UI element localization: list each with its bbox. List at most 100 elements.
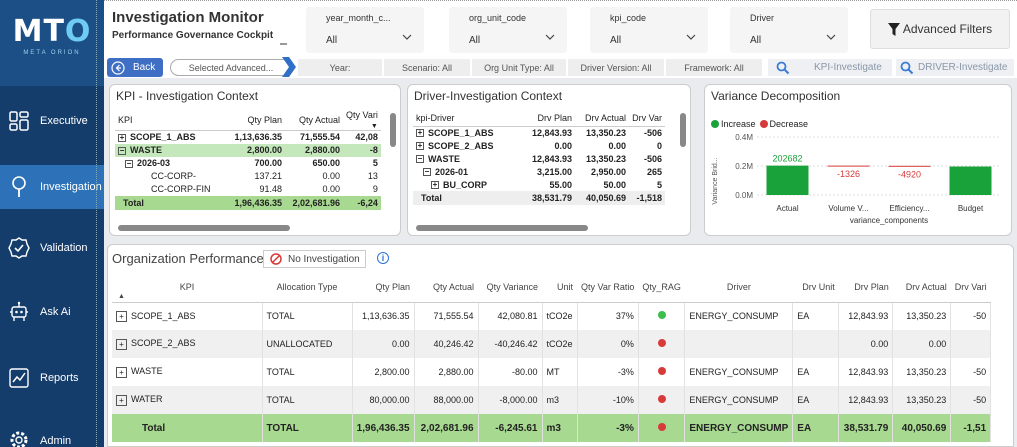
col-drv-var[interactable]: Drv Var bbox=[629, 110, 665, 127]
expand-icon[interactable]: + bbox=[118, 132, 126, 142]
cell-ratio: 0% bbox=[577, 330, 639, 358]
horizontal-scrollbar[interactable] bbox=[118, 225, 290, 231]
col-drv-actual[interactable]: Drv Actual bbox=[892, 272, 951, 303]
crumb-scenario: Scenario: All bbox=[384, 59, 470, 76]
legend-increase-dot bbox=[711, 120, 719, 128]
filter-driver[interactable]: Driver All bbox=[730, 7, 848, 53]
table-row[interactable]: − WASTE 12,843.93 13,350.23 -506 bbox=[413, 152, 665, 165]
table-row[interactable]: + SCOPE_2_ABS UNALLOCATED 0.00 40,246.42 … bbox=[112, 330, 992, 358]
chevron-down-icon bbox=[402, 34, 412, 40]
col-qty-plan[interactable]: Qty Plan bbox=[352, 272, 414, 303]
chevron-right-icon bbox=[282, 57, 296, 77]
table-row[interactable]: − WASTE 2,800.00 2,880.00 -8 bbox=[115, 143, 381, 157]
cell-kpi: WASTE bbox=[131, 366, 163, 377]
col-qty-rag[interactable]: Qty_RAG bbox=[638, 272, 685, 303]
total-row: Total 1,96,436.35 2,02,681.96 -6,24 bbox=[115, 195, 381, 210]
cell-actual: 0.00 bbox=[322, 184, 340, 194]
variance-chart: Variance Brid... variance_components 0.4… bbox=[712, 133, 1001, 225]
table-row[interactable]: + SCOPE_1_ABS 1,13,636.35 71,555.54 42,08 bbox=[115, 131, 381, 144]
table-row[interactable]: CC-CORP- 137.21 0.00 13 bbox=[115, 170, 381, 183]
total-unit: m3 bbox=[542, 414, 578, 442]
expand-icon[interactable]: + bbox=[116, 394, 127, 406]
chart-bar bbox=[888, 165, 931, 167]
cell-actual: 50.00 bbox=[603, 179, 626, 190]
expand-icon[interactable]: + bbox=[116, 338, 127, 350]
col-qty-plan: Qty Plan bbox=[223, 110, 285, 131]
table-row[interactable]: + BU_CORP 55.00 50.00 5 bbox=[413, 178, 665, 191]
no-investigation-toggle[interactable]: No Investigation bbox=[263, 250, 366, 268]
cell-drv-actual: 13,350.23 bbox=[892, 386, 952, 414]
row-label: 2026-01 bbox=[435, 166, 469, 177]
collapse-icon[interactable]: − bbox=[118, 145, 126, 155]
cell-actual: 0.00 bbox=[608, 140, 626, 151]
filter-kpi-code[interactable]: kpi_code All bbox=[590, 7, 708, 53]
collapse-icon[interactable]: − bbox=[423, 167, 431, 177]
filter-org-unit-label: org_unit_code bbox=[469, 13, 527, 23]
rag-status-dot bbox=[657, 367, 666, 375]
nav-admin[interactable]: Admin bbox=[0, 427, 104, 447]
table-row[interactable]: + SCOPE_2_ABS 0.00 0.00 0 bbox=[413, 139, 665, 152]
total-plan: 1,96,436.35 bbox=[223, 195, 285, 210]
vertical-scrollbar[interactable] bbox=[680, 113, 686, 147]
cell-actual: 650.00 bbox=[312, 158, 340, 168]
row-label: BU_CORP bbox=[443, 179, 488, 190]
kpi-investigate-button[interactable]: KPI-Investigate bbox=[768, 59, 892, 76]
col-qty-var[interactable]: Qty Vari ▼ bbox=[343, 110, 381, 131]
horizontal-scrollbar[interactable] bbox=[416, 225, 588, 231]
col-qty-actual[interactable]: Qty Actual bbox=[414, 272, 478, 303]
nav-reports[interactable]: Reports bbox=[0, 356, 104, 400]
col-kpi[interactable]: KPI ▲ bbox=[112, 272, 262, 303]
cell-actual: 88,000.00 bbox=[414, 386, 479, 414]
col-driver[interactable]: Driver bbox=[684, 272, 793, 303]
cell-alloc: TOTAL bbox=[262, 358, 353, 386]
cell-actual: 13,350.23 bbox=[585, 153, 626, 164]
legend-decrease-dot bbox=[759, 120, 768, 128]
col-drv-plan[interactable]: Drv Plan bbox=[838, 272, 893, 303]
nav-admin-label: Admin bbox=[40, 435, 72, 447]
total-drv-var: -1,51 bbox=[950, 414, 992, 442]
driver-investigate-button[interactable]: DRIVER-Investigate bbox=[896, 59, 1014, 76]
nav-ask-ai[interactable]: Ask Ai bbox=[0, 290, 104, 334]
info-icon[interactable]: i bbox=[377, 252, 389, 264]
crumb-selected-advanced[interactable]: Selected Advanced... bbox=[170, 59, 292, 76]
back-button[interactable]: Back bbox=[107, 58, 163, 77]
collapse-icon[interactable]: − bbox=[125, 158, 133, 168]
col-qty-var-ratio[interactable]: Qty Var Ratio bbox=[577, 272, 639, 303]
vertical-scrollbar[interactable] bbox=[390, 113, 396, 147]
search-icon bbox=[776, 61, 790, 74]
sidebar-divider bbox=[96, 0, 100, 447]
col-drv-unit[interactable]: Drv Unit bbox=[792, 272, 839, 303]
table-row[interactable]: −2026-03 700.00 650.00 5 bbox=[115, 157, 381, 170]
gear-icon bbox=[6, 427, 32, 447]
expand-icon[interactable]: + bbox=[116, 310, 127, 322]
expand-icon[interactable]: + bbox=[116, 366, 127, 378]
col-qty-variance[interactable]: Qty Variance bbox=[478, 272, 542, 303]
table-row[interactable]: + SCOPE_1_ABS 12,843.93 13,350.23 -506 bbox=[413, 126, 665, 139]
filter-org-unit[interactable]: org_unit_code All bbox=[449, 7, 567, 53]
cell-actual: 2,880.00 bbox=[285, 143, 343, 157]
dashboard-icon bbox=[6, 108, 32, 134]
col-allocation-type[interactable]: Allocation Type bbox=[262, 272, 352, 303]
expand-icon[interactable]: + bbox=[431, 180, 439, 190]
nav-executive[interactable]: Executive bbox=[0, 99, 104, 143]
advanced-filters-button[interactable]: Advanced Filters bbox=[870, 9, 1010, 49]
col-unit[interactable]: Unit bbox=[542, 272, 578, 303]
table-row[interactable]: + SCOPE_1_ABS TOTAL 1,13,636.35 71,555.54… bbox=[112, 302, 992, 330]
table-row[interactable]: + WASTE TOTAL 2,800.00 2,880.00 -80.00 MT… bbox=[112, 358, 992, 386]
nav-investigation[interactable]: Investigation bbox=[0, 165, 104, 209]
search-icon bbox=[900, 61, 914, 74]
nav-validation[interactable]: Validation bbox=[0, 226, 104, 270]
filter-year-month[interactable]: year_month_c... All bbox=[306, 7, 424, 53]
table-row[interactable]: CC-CORP-FIN 91.48 0.00 9 bbox=[115, 183, 381, 196]
collapse-icon[interactable]: − bbox=[416, 154, 424, 164]
expand-icon[interactable]: + bbox=[416, 128, 424, 138]
cell-drv-var: -50 bbox=[950, 302, 992, 330]
breadcrumb: Back Selected Advanced... Year: Scenario… bbox=[104, 56, 1017, 78]
chart-bar bbox=[766, 165, 809, 195]
cell-actual: 2,880.00 bbox=[414, 358, 479, 386]
table-row[interactable]: −2026-01 3,215.00 2,950.00 265 bbox=[413, 165, 665, 178]
col-drv-vari[interactable]: Drv Vari bbox=[950, 272, 991, 303]
cell-var: 42,08 bbox=[355, 132, 378, 143]
table-row[interactable]: + WATER TOTAL 80,000.00 88,000.00 -8,000.… bbox=[112, 386, 992, 414]
expand-icon[interactable]: + bbox=[416, 141, 424, 151]
